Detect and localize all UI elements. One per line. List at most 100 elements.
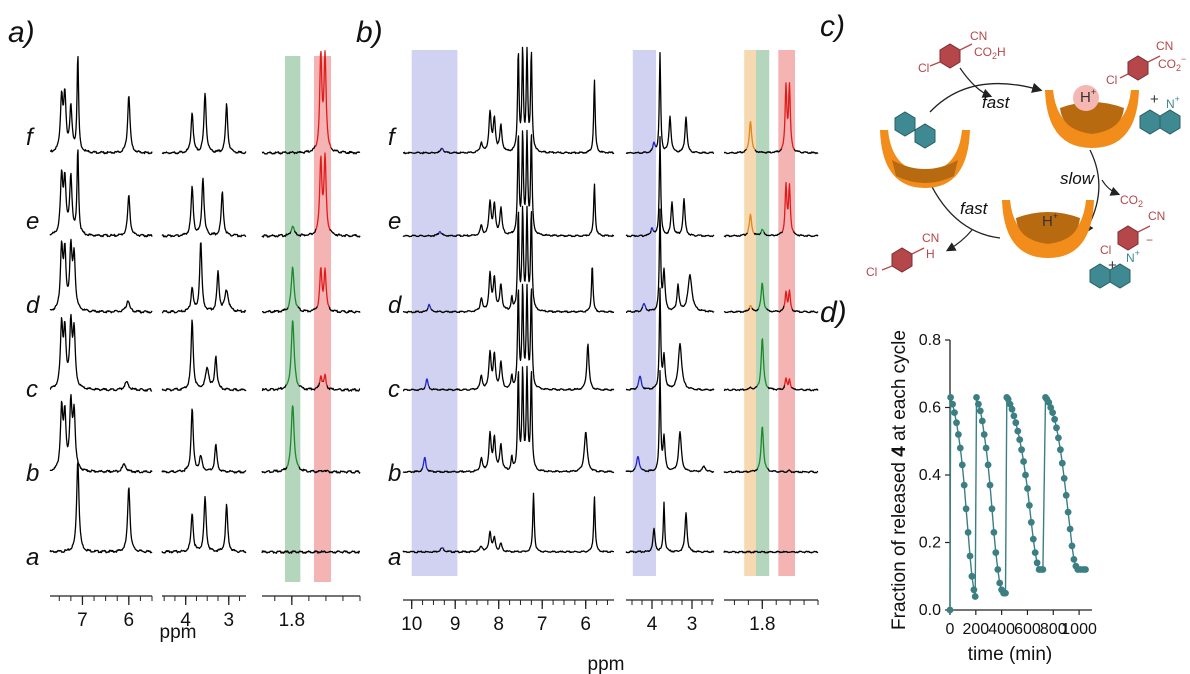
nmr-trace-c-seg2-2 <box>298 382 321 391</box>
band-blue <box>411 50 458 576</box>
nmr-trace-e-seg2-4 <box>763 231 784 237</box>
nmr-trace-b-seg2-0 <box>723 468 759 474</box>
label-cl-1: Cl <box>918 61 929 75</box>
panel-label-c: c) <box>820 10 845 43</box>
x-axis-title-b: ppm <box>588 654 625 674</box>
data-point <box>1018 446 1025 454</box>
nmr-trace-e-seg2-6 <box>792 231 819 238</box>
nmr-trace-d-seg2-0 <box>261 307 289 314</box>
data-point <box>971 593 979 600</box>
tick-label-10: 10 <box>401 614 422 635</box>
label-fast-bottom: fast <box>960 199 989 218</box>
trace-label-a: a <box>388 544 401 571</box>
tick-label-3: 3 <box>687 614 698 635</box>
nmr-trace-b-seg2-1 <box>756 426 769 469</box>
nmr-trace-f-seg1-1 <box>651 141 657 149</box>
nmr-trace-d-seg1-1 <box>641 302 647 309</box>
nmr-trace-b-seg2-0 <box>261 466 288 474</box>
data-point <box>990 529 998 536</box>
data-point <box>962 505 970 513</box>
nmr-trace-e-seg1-0 <box>161 177 247 238</box>
nmr-traces <box>49 50 361 554</box>
label-n-plus-2: N+ <box>1126 248 1140 265</box>
data-point <box>1068 542 1076 550</box>
x-tick-label: 0 <box>946 621 955 638</box>
host-bottom <box>1002 200 1094 258</box>
nmr-trace-b-seg2-2 <box>767 467 819 474</box>
nmr-trace-b-seg0-0 <box>402 467 424 474</box>
highlight-bands <box>411 50 796 576</box>
data-point <box>1024 485 1031 492</box>
label-co2: CO2 <box>1120 193 1143 209</box>
nmr-trace-f-seg2-0 <box>261 145 317 155</box>
nmr-trace-d-seg0-1 <box>427 303 432 310</box>
nmr-trace-c-seg2-4 <box>322 380 325 383</box>
trace-label-e: e <box>26 208 39 235</box>
nmr-trace-d-seg1-0 <box>625 306 644 314</box>
panel-label-b: b) <box>356 16 383 49</box>
nmr-trace-b-seg0-1 <box>421 456 428 470</box>
x-tick-label: 600 <box>1014 621 1041 638</box>
label-cl-4: Cl <box>866 265 877 279</box>
data-point <box>960 481 968 489</box>
x-tick-label: 200 <box>962 621 989 638</box>
nmr-trace-e-seg0-0 <box>402 232 440 238</box>
nmr-axis: 10 9 8 7 6 4 3 1.8 <box>401 599 819 635</box>
trace-label-c: c <box>388 376 400 403</box>
x-axis-title-a: ppm <box>160 622 197 643</box>
band-green <box>756 50 770 576</box>
nmr-trace-e-seg2-2 <box>753 232 762 236</box>
nmr-trace-c-seg2-2 <box>767 385 786 391</box>
band-red <box>778 50 796 576</box>
data-point <box>951 409 958 416</box>
nmr-trace-e-seg0-2 <box>441 129 615 238</box>
trace-label-a: a <box>26 544 39 571</box>
nmr-trace-e-seg1-0 <box>625 230 652 238</box>
tick-label-7: 7 <box>537 614 548 635</box>
nmr-trace-f-seg2-1 <box>315 50 332 149</box>
label-cn-4: CN <box>922 231 939 245</box>
nmr-trace-e-seg2-3 <box>315 152 331 231</box>
data-point <box>1031 549 1039 556</box>
carbanion: CN − Cl + <box>1100 209 1165 274</box>
panel-label-a: a) <box>8 16 35 49</box>
nmr-trace-e-seg2-5 <box>781 181 795 232</box>
carboxylate: CN CO2− Cl + <box>1106 39 1186 108</box>
nmr-trace-f-seg2-2 <box>754 148 783 154</box>
data-point <box>1053 424 1060 432</box>
nmr-trace-a-seg1-0 <box>625 501 715 554</box>
data-point <box>973 394 980 401</box>
label-cl-2: Cl <box>1106 73 1117 87</box>
y-tick-label: 0.2 <box>919 535 941 552</box>
tick-label-6: 6 <box>580 614 591 635</box>
tick-label-6: 6 <box>124 610 135 631</box>
nmr-trace-a-seg0-1 <box>441 547 445 550</box>
nmr-trace-b-seg0-0 <box>49 393 153 474</box>
nmr-trace-d-seg2-6 <box>791 308 819 314</box>
arrow-substrate-in <box>959 67 993 98</box>
trace-labels: a b c d e f <box>26 124 40 571</box>
nmr-trace-a-seg2-0 <box>723 550 819 554</box>
nmr-trace-c-seg1-1 <box>636 375 644 388</box>
nmr-trace-d-seg2-2 <box>297 306 318 313</box>
nmr-trace-a-seg0-2 <box>442 492 615 554</box>
nmr-trace-c-seg0-0 <box>402 386 426 392</box>
host-top-right <box>1045 85 1139 148</box>
nmr-trace-c-seg0-0 <box>49 313 153 392</box>
data-point <box>956 444 964 452</box>
nmr-trace-d-seg2-5 <box>783 289 793 310</box>
trace-label-b: b <box>26 460 39 487</box>
nmr-trace-f-seg0-0 <box>402 147 443 155</box>
tick-label-1.8: 1.8 <box>279 610 305 631</box>
data-point <box>1012 419 1020 427</box>
label-fast-top: fast <box>982 93 1011 112</box>
tick-label-4: 4 <box>180 610 191 631</box>
data-point <box>1010 412 1018 420</box>
nmr-trace-d-seg0-0 <box>49 238 153 314</box>
nmr-trace-d-seg2-4 <box>328 306 361 314</box>
label-h-4: H <box>926 247 935 261</box>
nmr-trace-d-seg1-0 <box>161 242 247 314</box>
nmr-trace-c-seg2-5 <box>322 373 328 386</box>
